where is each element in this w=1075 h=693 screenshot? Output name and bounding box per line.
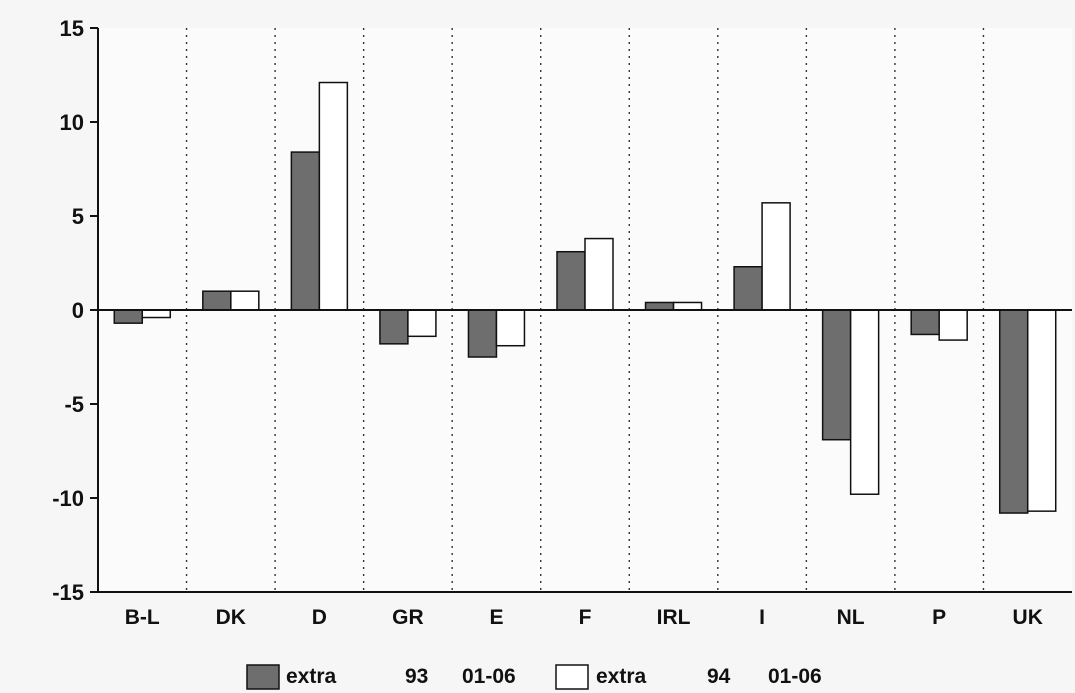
bar-F-extra-93-01-06 bbox=[556, 250, 586, 311]
y-tick-label: 0 bbox=[72, 298, 84, 323]
bar-DK-extra-93-01-06 bbox=[202, 290, 232, 311]
x-category-label: I bbox=[759, 606, 765, 629]
legend-label: 01-06 bbox=[768, 665, 822, 688]
bar-NL-extra-93-01-06 bbox=[821, 309, 852, 441]
y-tick-label: 5 bbox=[72, 204, 84, 229]
bar-IRL-extra-94-01-06 bbox=[672, 301, 703, 311]
bar-DK-extra-94-01-06 bbox=[230, 290, 260, 311]
x-category-label: F bbox=[579, 606, 592, 629]
legend-swatch bbox=[246, 664, 280, 690]
bar-IRL-extra-93-01-06 bbox=[644, 301, 675, 311]
legend-label: extra bbox=[286, 665, 337, 688]
y-tick-labels: 15 10 5 0 -5 -10 -15 bbox=[52, 16, 84, 605]
bar-I-extra-94-01-06 bbox=[761, 202, 791, 311]
x-category-label: NL bbox=[837, 606, 865, 629]
bars bbox=[113, 81, 1057, 514]
bar-GR-extra-93-01-06 bbox=[379, 309, 409, 345]
bar-P-extra-94-01-06 bbox=[938, 309, 968, 341]
category-separators bbox=[185, 28, 985, 592]
bar-GR-extra-94-01-06 bbox=[407, 309, 437, 338]
legend-label: extra bbox=[596, 665, 647, 688]
x-category-label: B-L bbox=[125, 606, 160, 629]
y-tick-label: 10 bbox=[60, 110, 84, 135]
y-tick-label: -15 bbox=[52, 580, 84, 605]
y-tick-label: -5 bbox=[64, 392, 84, 417]
x-category-label: P bbox=[932, 606, 946, 629]
bar-I-extra-93-01-06 bbox=[733, 266, 763, 311]
bar-D-extra-94-01-06 bbox=[318, 81, 349, 311]
x-category-labels: B-L DK D GR E F IRL I NL P UK bbox=[125, 606, 1043, 629]
y-tick-label: -10 bbox=[52, 486, 84, 511]
legend-swatch bbox=[555, 664, 589, 690]
axes bbox=[90, 27, 1072, 593]
x-category-label: E bbox=[489, 606, 503, 629]
bar-NL-extra-94-01-06 bbox=[849, 309, 880, 495]
y-tick-label: 15 bbox=[60, 16, 84, 41]
bar-E-extra-94-01-06 bbox=[495, 309, 526, 347]
legend: extra 93 01-06 extra 94 01-06 bbox=[246, 664, 822, 690]
bar-B-L-extra-93-01-06 bbox=[113, 309, 144, 324]
bar-E-extra-93-01-06 bbox=[467, 309, 498, 358]
bar-UK-extra-94-01-06 bbox=[1026, 309, 1057, 512]
bar-P-extra-93-01-06 bbox=[910, 309, 940, 336]
x-category-label: GR bbox=[392, 606, 424, 629]
legend-label: 94 bbox=[707, 665, 731, 688]
legend-label: 01-06 bbox=[462, 665, 516, 688]
bar-UK-extra-93-01-06 bbox=[998, 309, 1029, 514]
bar-B-L-extra-94-01-06 bbox=[141, 309, 172, 319]
legend-label: 93 bbox=[405, 665, 428, 688]
x-category-label: UK bbox=[1013, 606, 1043, 629]
bar-D-extra-93-01-06 bbox=[290, 151, 321, 311]
x-category-label: DK bbox=[216, 606, 246, 629]
x-category-label: IRL bbox=[657, 606, 691, 629]
bar-F-extra-94-01-06 bbox=[584, 237, 614, 311]
x-category-label: D bbox=[312, 606, 327, 629]
